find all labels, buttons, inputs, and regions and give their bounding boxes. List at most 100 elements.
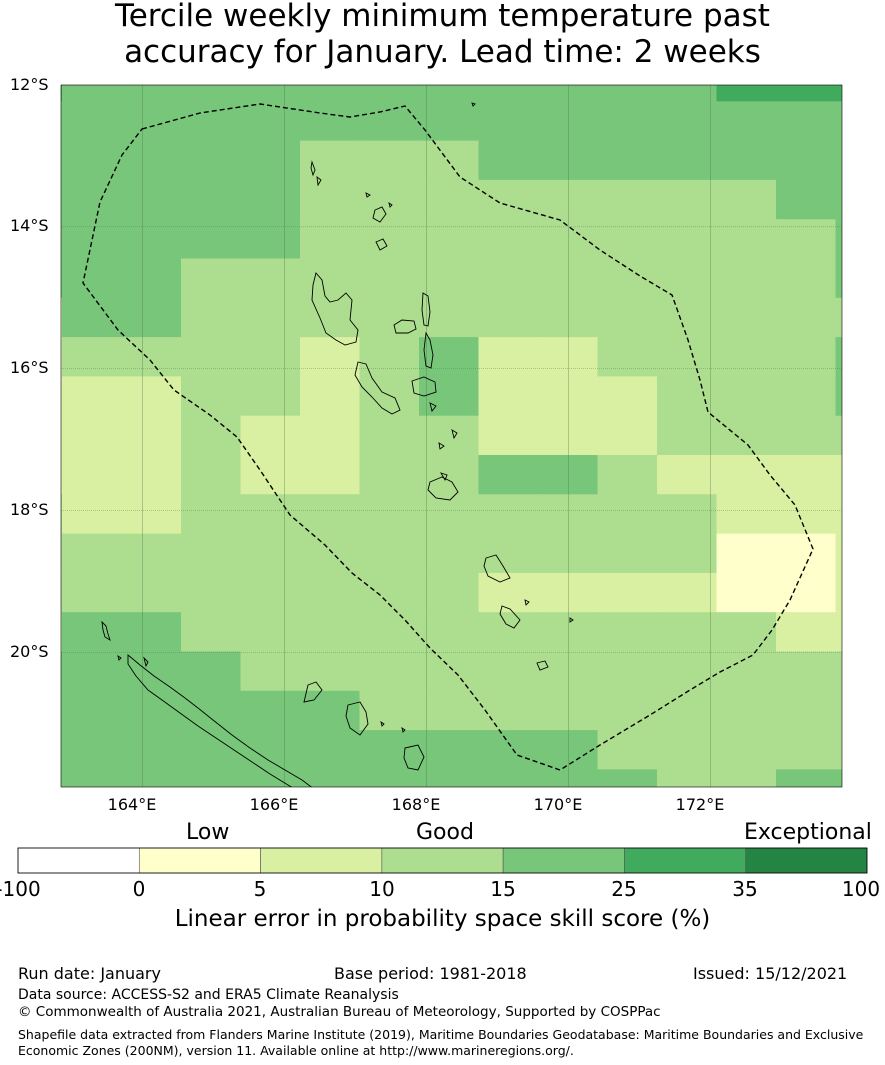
skill-cell	[121, 101, 182, 142]
skill-cell	[538, 455, 599, 495]
skill-cell	[538, 85, 599, 102]
skill-cell	[597, 494, 658, 535]
skill-cell	[597, 140, 658, 181]
skill-cell	[360, 927, 420, 967]
skill-cell	[597, 769, 658, 787]
skill-cell	[359, 494, 420, 535]
skill-cell	[181, 85, 242, 102]
skill-cell	[657, 809, 717, 849]
skill-cell	[359, 85, 420, 102]
skill-cell	[121, 179, 182, 220]
skill-cell	[181, 219, 242, 260]
skill-cell	[657, 455, 718, 495]
skill-cell	[62, 651, 123, 692]
skill-cell	[419, 179, 480, 220]
skill-cell	[538, 966, 598, 1006]
skill-cell	[538, 494, 599, 535]
skill-cell	[360, 809, 420, 849]
skill-cell	[835, 179, 842, 220]
issued-date: Issued: 15/12/2021	[693, 964, 848, 983]
skill-cell	[61, 258, 63, 299]
skill-cell	[61, 651, 63, 692]
skill-cell	[62, 415, 123, 456]
colorbar-segment	[260, 847, 383, 874]
skill-cell	[181, 415, 242, 456]
skill-cell	[479, 927, 539, 967]
island-outline	[401, 726, 406, 733]
skill-cell	[62, 85, 123, 102]
skill-cell	[657, 219, 718, 260]
skill-cell	[716, 337, 777, 377]
colorbar-frame	[17, 847, 868, 874]
skill-cell	[419, 690, 480, 731]
title-line-2: accuracy for January. Lead time: 2 weeks	[124, 34, 761, 70]
colorbar-title: Linear error in probability space skill …	[174, 906, 711, 932]
skill-cell	[300, 179, 361, 220]
skill-cell	[776, 415, 837, 456]
skill-cell	[538, 219, 599, 260]
lat-tick-label: 18°S	[10, 500, 49, 519]
skill-cell	[62, 101, 123, 142]
skill-cell	[359, 455, 420, 495]
skill-cell	[61, 690, 63, 731]
island-outline	[403, 744, 425, 771]
skill-cell	[61, 337, 63, 377]
skill-cell	[835, 730, 842, 770]
skill-cell	[478, 179, 539, 220]
skill-cell	[776, 533, 837, 574]
skill-cell	[716, 219, 777, 260]
skill-cell	[776, 85, 837, 102]
skill-cell	[538, 376, 599, 417]
skill-cell	[181, 533, 242, 574]
island-outline	[440, 472, 448, 482]
skill-cell	[300, 730, 361, 770]
skill-cell	[359, 612, 420, 653]
skill-cell	[538, 690, 599, 731]
lon-tick-label: 166°E	[249, 795, 299, 814]
skill-cell	[835, 690, 842, 731]
category-good-label: Good	[416, 820, 474, 845]
skill-cell	[538, 651, 599, 692]
skill-cell	[776, 297, 837, 338]
skill-cell	[181, 179, 242, 220]
skill-cell	[61, 415, 63, 456]
shapefile-credit-line-2: Economic Zones (200NM), version 11. Avai…	[18, 1043, 574, 1058]
island-outline	[101, 620, 111, 642]
skill-cell	[419, 927, 479, 967]
skill-cell	[300, 140, 361, 181]
skill-cell	[121, 258, 182, 299]
colorbar-tick-label: -100	[0, 877, 41, 901]
skill-cell	[478, 297, 539, 338]
skill-cell	[835, 337, 842, 377]
island-outline	[127, 654, 313, 787]
skill-cell	[359, 533, 420, 574]
skill-cell	[835, 455, 842, 495]
skill-cell	[419, 297, 480, 338]
island-outline	[393, 319, 417, 334]
skill-cell	[657, 85, 718, 102]
skill-cell	[835, 101, 842, 142]
skill-cell	[61, 140, 63, 181]
skill-cell	[538, 769, 599, 787]
skill-cell	[181, 690, 242, 731]
skill-cell	[240, 455, 301, 495]
skill-cell	[300, 415, 361, 456]
skill-cell	[300, 219, 361, 260]
skill-cell	[597, 572, 658, 613]
skill-cell	[776, 376, 837, 417]
skill-cell	[538, 612, 599, 653]
skill-cell	[538, 730, 599, 770]
base-period: Base period: 1981-2018	[334, 964, 527, 983]
skill-cell	[716, 651, 777, 692]
skill-cell	[240, 730, 301, 770]
skill-cell	[478, 572, 539, 613]
skill-cell	[657, 690, 718, 731]
skill-cell	[538, 297, 599, 338]
skill-cell	[716, 612, 777, 653]
skill-cell	[835, 572, 842, 613]
skill-cell	[478, 494, 539, 535]
skill-cell	[62, 690, 123, 731]
skill-cell	[657, 140, 718, 181]
skill-cell	[300, 533, 361, 574]
